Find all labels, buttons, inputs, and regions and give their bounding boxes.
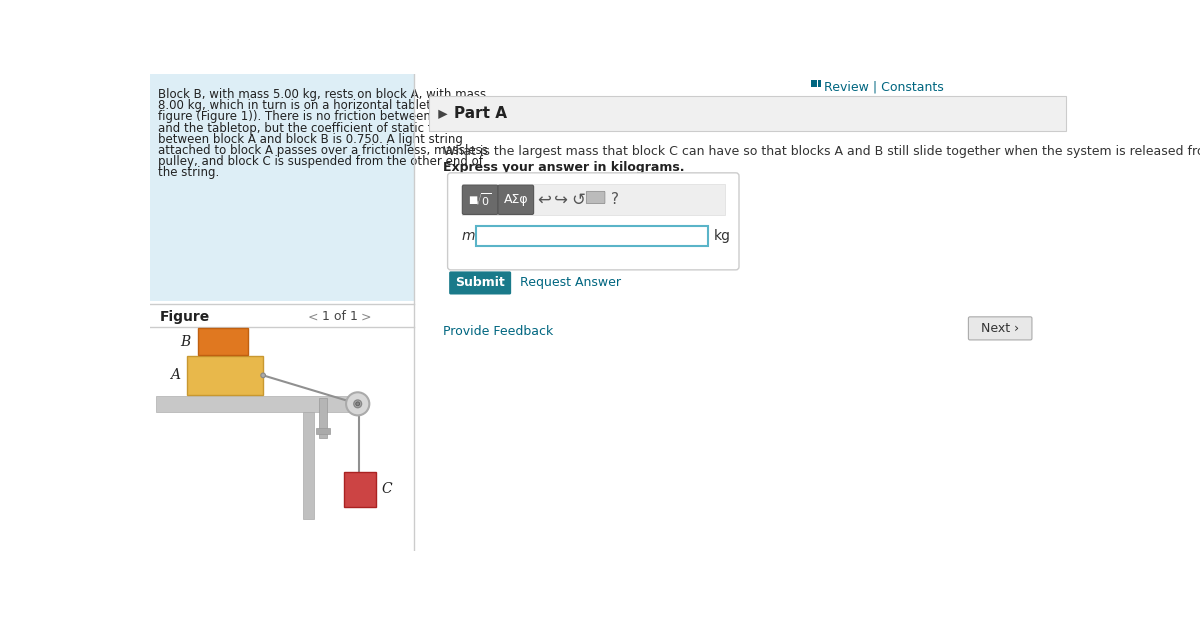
- FancyBboxPatch shape: [968, 317, 1032, 340]
- Text: Review | Constants: Review | Constants: [824, 80, 944, 93]
- Bar: [150, 74, 414, 301]
- Text: AΣφ: AΣφ: [504, 193, 528, 206]
- Polygon shape: [438, 110, 448, 119]
- FancyBboxPatch shape: [448, 173, 739, 270]
- Text: $\blacksquare$: $\blacksquare$: [468, 194, 479, 206]
- Bar: [343, 472, 377, 507]
- Text: Submit: Submit: [455, 277, 505, 290]
- Bar: [319, 399, 326, 438]
- Text: kg: kg: [714, 229, 731, 243]
- Circle shape: [260, 373, 265, 378]
- Text: C: C: [382, 482, 392, 496]
- Text: ↩: ↩: [536, 191, 551, 209]
- Circle shape: [355, 402, 360, 406]
- Text: What is the largest mass that block C can have so that blocks A and B still slid: What is the largest mass that block C ca…: [443, 145, 1200, 158]
- Text: attached to block A passes over a frictionless, massless: attached to block A passes over a fricti…: [157, 144, 487, 157]
- Text: ↺: ↺: [571, 191, 584, 209]
- Text: Figure: Figure: [160, 310, 210, 324]
- Bar: [198, 329, 247, 355]
- Text: $\sqrt{0}$: $\sqrt{0}$: [474, 191, 492, 208]
- FancyBboxPatch shape: [498, 185, 534, 214]
- Text: between block A and block B is 0.750. A light string: between block A and block B is 0.750. A …: [157, 133, 463, 146]
- Circle shape: [346, 392, 370, 415]
- Text: Provide Feedback: Provide Feedback: [443, 324, 553, 337]
- Text: 8.00 kg, which in turn is on a horizontal tabletop (the: 8.00 kg, which in turn is on a horizonta…: [157, 99, 473, 112]
- Text: Next ›: Next ›: [982, 322, 1019, 335]
- Text: and the tabletop, but the coefficient of static friction: and the tabletop, but the coefficient of…: [157, 122, 469, 135]
- Text: 1 of 1: 1 of 1: [322, 310, 358, 323]
- Bar: [156, 396, 364, 412]
- Text: <: <: [307, 310, 318, 323]
- Bar: [811, 80, 816, 87]
- FancyBboxPatch shape: [587, 191, 605, 204]
- Bar: [316, 428, 330, 434]
- Bar: [187, 356, 263, 394]
- Circle shape: [354, 400, 361, 408]
- Bar: [475, 226, 708, 246]
- Text: >: >: [360, 310, 371, 323]
- Text: ↪: ↪: [554, 191, 568, 209]
- Bar: [304, 412, 314, 519]
- Text: the string.: the string.: [157, 167, 220, 180]
- Bar: [430, 96, 1066, 131]
- Text: Express your answer in kilograms.: Express your answer in kilograms.: [443, 160, 684, 173]
- Text: B: B: [180, 335, 191, 349]
- FancyBboxPatch shape: [449, 271, 511, 295]
- Bar: [818, 80, 821, 87]
- Text: ?: ?: [611, 193, 619, 207]
- Bar: [462, 184, 725, 215]
- Text: m =: m =: [462, 229, 492, 243]
- Text: Block B, with mass 5.00 kg, rests on block A, with mass: Block B, with mass 5.00 kg, rests on blo…: [157, 88, 486, 101]
- Text: pulley, and block C is suspended from the other end of: pulley, and block C is suspended from th…: [157, 155, 482, 168]
- Text: figure (Figure 1)). There is no friction between block A: figure (Figure 1)). There is no friction…: [157, 110, 478, 123]
- Text: Request Answer: Request Answer: [521, 277, 622, 290]
- FancyBboxPatch shape: [462, 185, 498, 214]
- Text: Part A: Part A: [454, 106, 506, 121]
- Text: A: A: [170, 368, 180, 383]
